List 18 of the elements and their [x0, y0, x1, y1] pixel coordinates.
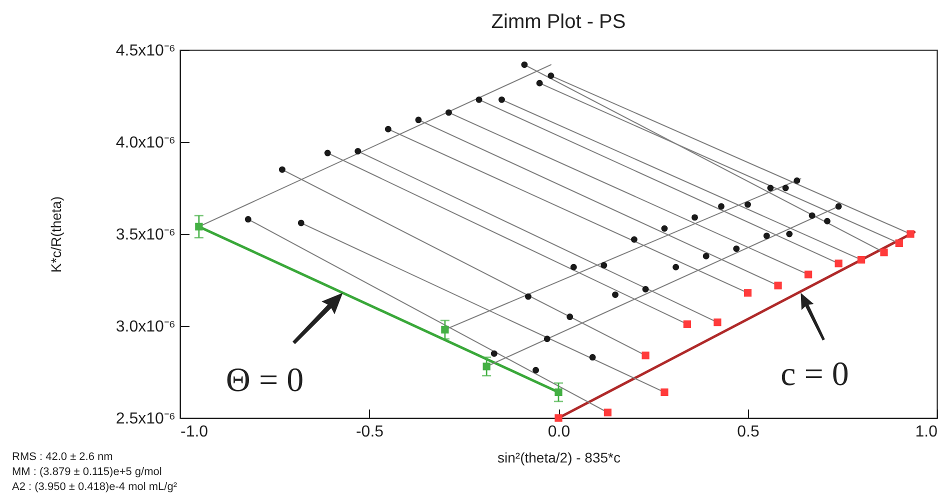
chart-title: Zimm Plot - PS [491, 11, 626, 33]
annotation: Θ = 0 [226, 362, 304, 399]
x-tick-label: 1.0 [915, 424, 938, 440]
y-axis-title: K*c/R(theta) [48, 196, 64, 273]
x-tick-label: -1.0 [180, 424, 208, 440]
x-axis-title: sin²(theta/2) - 835*c [498, 450, 620, 466]
text: A2 : (3.950 ± 0.418)e-4 mol mL/g² [12, 480, 178, 495]
annotation: c = 0 [780, 356, 849, 393]
y-tick-label: 3.5x10⁻⁶ [116, 226, 176, 244]
text: RMS : 42.0 ± 2.6 nm [12, 450, 114, 465]
y-tick-label: 3.0x10⁻⁶ [116, 318, 176, 336]
y-tick-label: 4.0x10⁻⁶ [116, 134, 176, 152]
x-tick-label: -0.5 [356, 424, 384, 440]
y-tick-label: 2.5x10⁻⁶ [116, 410, 176, 428]
x-tick-label: 0.0 [548, 424, 570, 440]
text: MM : (3.879 ± 0.115)e+5 g/mol [12, 465, 163, 480]
y-tick-label: 4.5x10⁻⁶ [116, 42, 176, 60]
x-tick-label: 0.5 [737, 424, 760, 440]
